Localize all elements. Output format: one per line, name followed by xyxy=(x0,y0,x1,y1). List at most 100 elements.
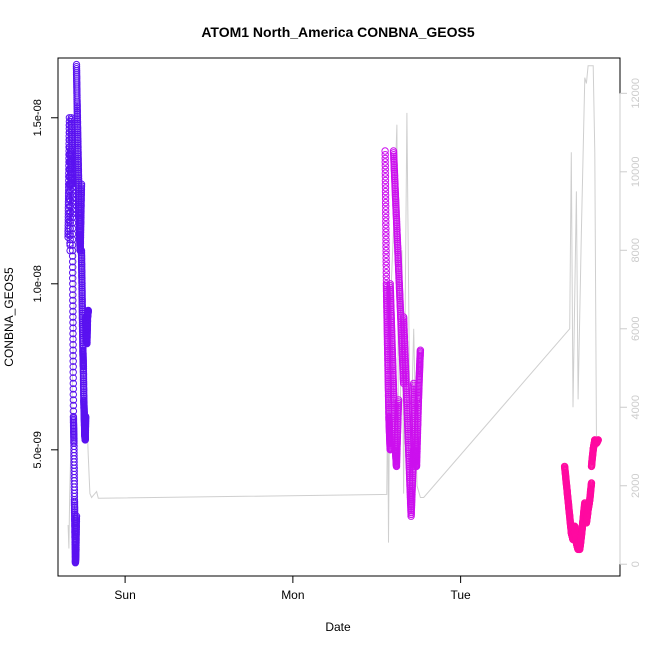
data-point xyxy=(74,128,82,137)
data-point xyxy=(74,174,83,183)
data-point xyxy=(384,376,392,384)
data-point xyxy=(384,385,393,393)
y-left-axis: 5.0e-09 1.0e-08 1.5e-08 xyxy=(32,99,59,468)
data-point xyxy=(69,258,77,266)
data-point xyxy=(74,162,83,170)
data-point xyxy=(401,363,410,371)
data-point xyxy=(382,228,390,236)
data-point xyxy=(382,276,391,284)
data-point xyxy=(384,348,392,356)
data-point xyxy=(410,401,418,410)
data-point xyxy=(382,265,390,273)
data-point xyxy=(384,352,392,360)
data-point xyxy=(69,368,77,376)
data-point xyxy=(382,221,390,229)
data-point xyxy=(394,414,402,423)
data-point xyxy=(388,355,397,364)
data-point xyxy=(74,149,82,157)
data-point xyxy=(67,149,75,157)
data-point xyxy=(389,359,397,367)
data-point xyxy=(384,368,392,376)
data-point xyxy=(69,302,77,310)
chart-title: ATOM1 North_America CONBNA_GEOS5 xyxy=(201,24,475,40)
data-point xyxy=(79,379,88,388)
data-point xyxy=(382,213,390,222)
data-point xyxy=(69,263,77,271)
data-point xyxy=(77,252,86,260)
data-point xyxy=(72,534,80,543)
data-point xyxy=(78,261,86,269)
data-point xyxy=(402,376,410,384)
data-point xyxy=(395,272,403,281)
data-point xyxy=(72,521,81,530)
data-point xyxy=(69,274,77,282)
data-point xyxy=(69,407,78,415)
data-point xyxy=(413,444,421,452)
data-point xyxy=(69,269,77,277)
data-point xyxy=(77,197,85,205)
data-point xyxy=(69,335,77,343)
data-point xyxy=(69,396,78,404)
x-axis: Sun Mon Tue xyxy=(114,575,472,602)
data-point xyxy=(77,200,85,209)
data-point xyxy=(69,329,77,338)
data-point xyxy=(69,324,77,332)
data-point xyxy=(407,501,416,509)
x-axis-label: Date xyxy=(325,620,351,634)
data-point xyxy=(69,307,77,316)
data-point xyxy=(394,245,402,253)
data-point xyxy=(69,291,77,299)
data-point xyxy=(405,455,413,463)
y-right-tick-label: 2000 xyxy=(630,474,642,498)
data-point xyxy=(381,187,390,196)
data-point xyxy=(390,152,398,161)
data-point xyxy=(69,313,77,321)
data-point xyxy=(413,457,421,465)
data-point xyxy=(69,318,77,327)
data-point xyxy=(78,298,86,306)
data-point xyxy=(68,241,77,249)
data-point xyxy=(66,202,75,211)
data-point xyxy=(382,289,391,297)
data-point xyxy=(382,272,390,281)
data-point xyxy=(69,280,77,288)
data-point xyxy=(69,379,78,388)
data-point xyxy=(387,315,395,323)
data-point xyxy=(382,210,390,218)
data-point xyxy=(382,269,390,277)
data-point xyxy=(77,180,86,188)
data-point xyxy=(77,208,85,216)
data-point xyxy=(79,363,88,371)
data-point xyxy=(382,206,390,214)
data-point xyxy=(381,147,389,155)
data-point xyxy=(69,374,77,382)
data-point xyxy=(77,248,86,257)
x-tick-label: Tue xyxy=(451,588,472,602)
y-right-tick-label: 0 xyxy=(630,561,642,567)
data-point xyxy=(78,269,86,277)
y-left-tick-label: 1.5e-08 xyxy=(32,99,44,136)
data-point xyxy=(73,112,82,120)
data-point xyxy=(381,169,389,177)
data-point xyxy=(405,449,413,458)
data-point xyxy=(381,195,390,203)
data-point xyxy=(74,165,83,174)
data-point xyxy=(78,302,87,310)
data-points-layer xyxy=(64,60,602,567)
data-point xyxy=(382,243,390,251)
data-point xyxy=(384,396,393,404)
data-point xyxy=(393,427,402,436)
data-point xyxy=(72,518,81,526)
data-point xyxy=(382,239,390,247)
data-point xyxy=(389,368,397,376)
data-point xyxy=(78,276,86,284)
data-point xyxy=(69,285,77,293)
data-point xyxy=(381,173,390,181)
data-point xyxy=(70,499,79,507)
data-point xyxy=(381,158,389,166)
data-point xyxy=(394,424,402,432)
data-point xyxy=(387,318,396,327)
data-point xyxy=(382,217,390,225)
data-point xyxy=(387,305,395,314)
